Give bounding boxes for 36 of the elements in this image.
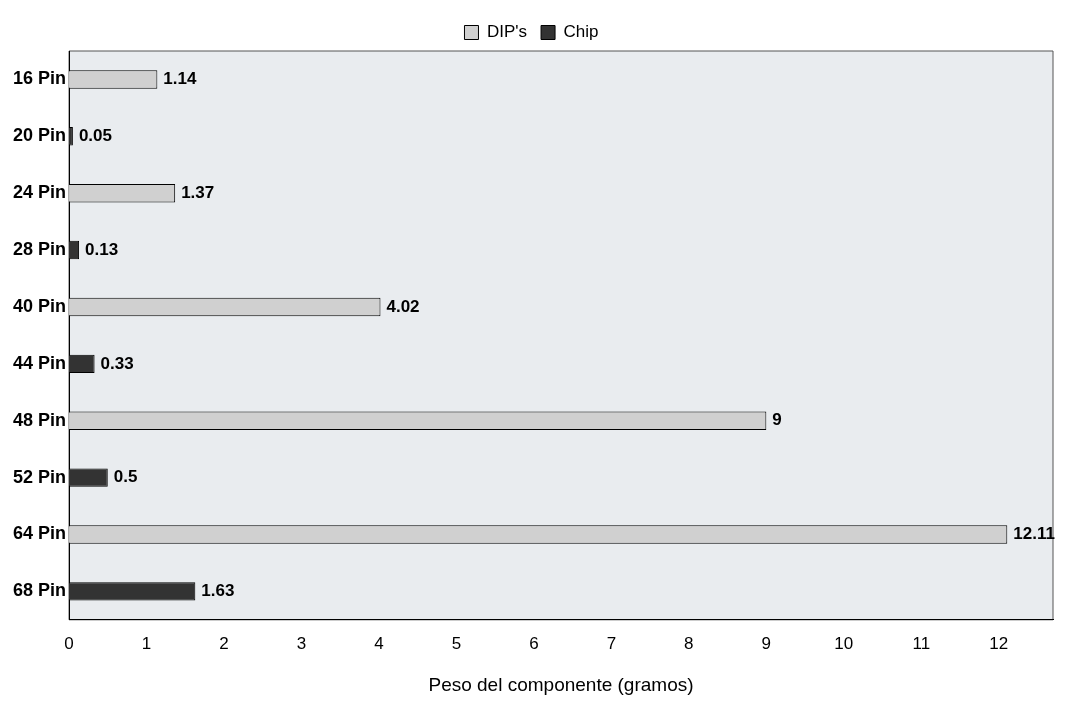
x-tick-label: 9 bbox=[761, 633, 772, 653]
y-tick-label: 52 Pin bbox=[12, 466, 67, 487]
data-label: 1.14 bbox=[163, 69, 197, 89]
x-tick-label: 12 bbox=[989, 633, 1009, 653]
x-tick-label: 8 bbox=[684, 633, 694, 653]
data-label: 0.5 bbox=[113, 467, 138, 487]
x-tick-label: 3 bbox=[296, 633, 307, 653]
x-tick-label: 7 bbox=[606, 633, 617, 653]
y-tick-label: 68 Pin bbox=[12, 580, 67, 601]
x-tick-label: 6 bbox=[529, 633, 539, 653]
y-tick-label: 16 Pin bbox=[12, 68, 67, 89]
y-tick-label: 48 Pin bbox=[12, 409, 67, 430]
legend-label: DIP's bbox=[486, 22, 528, 42]
x-axis-title: Peso del componente (gramos) bbox=[428, 673, 694, 695]
x-tick-label: 0 bbox=[64, 633, 74, 653]
x-tick-label: 10 bbox=[834, 633, 854, 653]
x-tick-label: 11 bbox=[912, 633, 931, 653]
data-label: 9 bbox=[772, 410, 782, 430]
y-tick-label: 24 Pin bbox=[12, 182, 67, 203]
x-tick-label: 2 bbox=[219, 633, 229, 653]
y-tick-label: 40 Pin bbox=[12, 295, 67, 316]
x-tick-label: 5 bbox=[451, 633, 462, 653]
data-label: 12.11 bbox=[1013, 524, 1055, 544]
y-tick-label: 28 Pin bbox=[12, 239, 67, 260]
data-label: 0.05 bbox=[78, 126, 112, 146]
data-label: 4.02 bbox=[386, 296, 420, 316]
data-label: 1.63 bbox=[201, 581, 235, 601]
legend-label: Chip bbox=[563, 22, 599, 42]
x-tick-label: 1 bbox=[141, 633, 152, 653]
data-label: 0.33 bbox=[100, 353, 134, 373]
y-tick-label: 64 Pin bbox=[12, 523, 67, 544]
y-tick-label: 20 Pin bbox=[12, 125, 67, 146]
data-label: 1.37 bbox=[181, 182, 215, 202]
y-tick-label: 44 Pin bbox=[12, 352, 67, 373]
data-label: 0.13 bbox=[85, 239, 119, 259]
x-tick-label: 4 bbox=[374, 633, 384, 653]
